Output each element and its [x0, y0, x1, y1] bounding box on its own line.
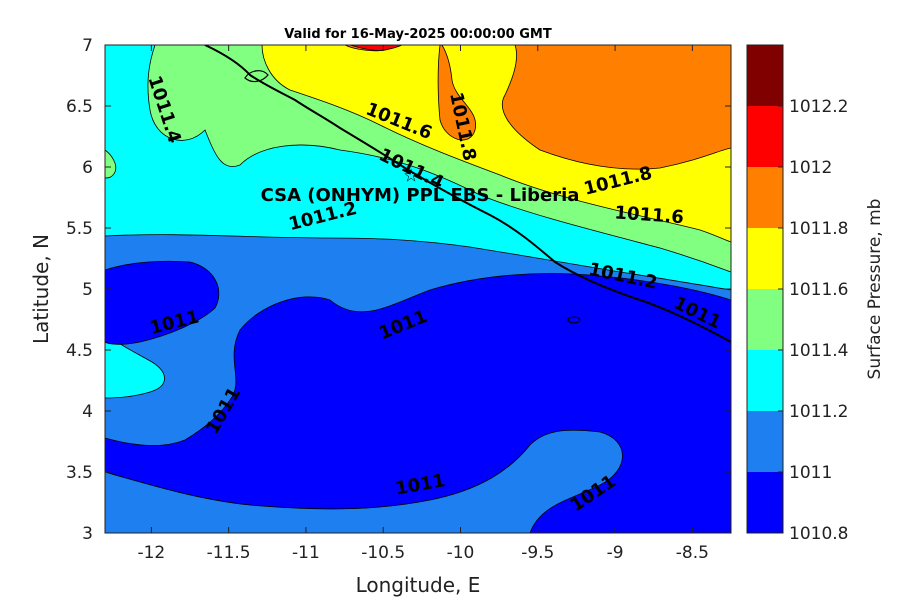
colorbar-band	[747, 289, 783, 350]
contour-label: 1011.6	[614, 202, 685, 228]
site-annotation: CSA (ONHYM) PPL EBS - Liberia	[261, 185, 580, 206]
y-tick-label: 6	[82, 158, 93, 178]
colorbar-tick-label: 1011.2	[789, 402, 848, 422]
y-axis: 3 3.5 4 4.5 5 5.5 6 6.5 7	[66, 36, 731, 544]
x-tick-label: -8.5	[676, 543, 709, 563]
colorbar-tick-label: 1011	[789, 463, 832, 483]
x-tick-label: -11	[292, 543, 320, 563]
y-tick-label: 3.5	[66, 463, 93, 483]
small-contour-loop	[567, 316, 581, 324]
y-tick-label: 5	[82, 280, 93, 300]
colorbar-band	[747, 106, 783, 167]
y-axis-label: Latitude, N	[29, 234, 53, 344]
colorbar-tick-label: 1012	[789, 158, 832, 178]
colorbar: 1010.8 1011 1011.2 1011.4 1011.6 1011.8 1012 10…	[746, 44, 848, 544]
x-tick-label: -12	[137, 543, 165, 563]
x-tick-label: -9	[607, 543, 624, 563]
colorbar-band	[747, 228, 783, 289]
station-star-icon: ☆	[403, 166, 419, 187]
y-tick-label: 6.5	[66, 97, 93, 117]
coast-island	[244, 70, 269, 83]
y-tick-label: 5.5	[66, 219, 93, 239]
y-tick-label: 7	[82, 36, 93, 56]
x-tick-label: -9.5	[521, 543, 554, 563]
contour-fill-1010.8-main	[105, 273, 731, 533]
contour-fill-1011.4-edge	[105, 149, 117, 179]
x-tick-label: -11.5	[207, 543, 251, 563]
contour-fill-1011.8-level	[501, 45, 731, 170]
chart-title: Valid for 16-May-2025 00:00:00 GMT	[284, 27, 552, 42]
x-axis: -12 -11.5 -11 -10.5 -10 -9.5 -9 -8.5	[137, 45, 709, 563]
colorbar-tick-label: 1010.8	[789, 524, 848, 544]
x-axis-label: Longitude, E	[356, 573, 481, 597]
colorbar-tick-label: 1011.6	[789, 280, 848, 300]
contour-fill-1010.8-west	[105, 260, 220, 345]
colorbar-band	[747, 167, 783, 228]
coastline	[204, 45, 731, 343]
y-tick-label: 4	[82, 402, 93, 422]
colorbar-band	[747, 411, 783, 472]
colorbar-band	[747, 350, 783, 411]
contour-fill-1012-level	[349, 45, 403, 51]
colorbar-tick-label: 1011.4	[789, 341, 848, 361]
x-tick-label: -10.5	[361, 543, 405, 563]
x-tick-label: -10	[447, 543, 475, 563]
colorbar-band	[747, 472, 783, 533]
colorbar-tick-label: 1012.2	[789, 97, 848, 117]
colorbar-tick-label: 1011.8	[789, 219, 848, 239]
colorbar-label: Surface Pressure, mb	[865, 199, 885, 380]
contour-fill-1011.2-pocket	[105, 329, 165, 399]
contour-fill-1011.8-pocket	[437, 45, 477, 141]
colorbar-band	[747, 45, 783, 106]
y-tick-label: 3	[82, 524, 93, 544]
y-tick-label: 4.5	[66, 341, 93, 361]
